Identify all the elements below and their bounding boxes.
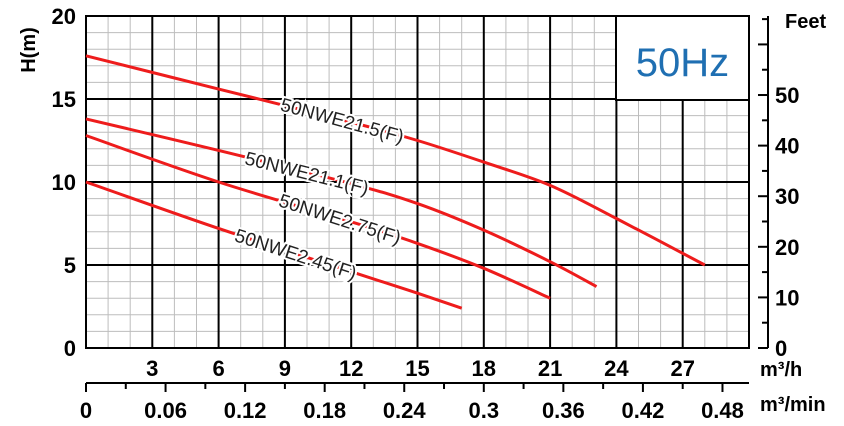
x-tick-label: 3 (146, 356, 158, 381)
x-tick-label: 6 (212, 356, 224, 381)
x-tick-label: 9 (279, 356, 291, 381)
y-tick-label: 10 (52, 170, 76, 195)
y-tick-label: 20 (52, 4, 76, 29)
x2-tick-label: 0.36 (542, 398, 585, 423)
right-tick-label: 10 (775, 285, 799, 310)
x-axis-label-m3h: m³/h (760, 359, 802, 381)
frequency-box: 50Hz (615, 15, 750, 101)
y-tick-label: 5 (64, 253, 76, 278)
series-label: 50NWE21.5(F) (278, 95, 406, 148)
x-axis-label-m3min: m³/min (760, 394, 826, 416)
x-tick-label: 24 (604, 356, 629, 381)
right-axis-feet: 0 10 20 30 40 50 (758, 16, 799, 361)
right-axis-label: Feet (785, 11, 826, 33)
right-tick-label: 0 (775, 336, 787, 361)
x2-tick-label: 0.42 (622, 398, 665, 423)
x2-tick-label: 0.48 (701, 398, 744, 423)
x-tick-label: 15 (405, 356, 429, 381)
x2-tick-label: 0 (80, 398, 92, 423)
right-tick-label: 30 (775, 184, 799, 209)
x2-tick-label: 0.12 (224, 398, 267, 423)
series-line-2 (85, 117, 598, 288)
right-tick-label: 20 (775, 235, 799, 260)
x2-tick-label: 0.24 (383, 398, 427, 423)
x2-tick-label: 0.06 (144, 398, 187, 423)
x-axis-ticks-m3h: 3 6 9 12 15 18 21 24 27 (146, 356, 695, 381)
series-curves (85, 54, 706, 310)
x2-tick-label: 0.18 (303, 398, 346, 423)
series-line-1 (85, 54, 706, 267)
y-tick-label: 0 (64, 336, 76, 361)
x2-tick-label: 0.3 (469, 398, 500, 423)
x-tick-label: 27 (670, 356, 694, 381)
frequency-label: 50Hz (636, 41, 729, 85)
x-tick-label: 12 (339, 356, 363, 381)
y-axis-ticks: 0 5 10 15 20 (52, 4, 76, 361)
x-tick-label: 21 (538, 356, 562, 381)
series-label: 50NWE2.75(F) (276, 191, 403, 250)
right-tick-label: 50 (775, 83, 799, 108)
x-tick-label: 18 (472, 356, 496, 381)
y-axis-label: H(m) (18, 27, 40, 73)
series-line-3 (85, 134, 551, 300)
x-axis-m3min: 0 0.06 0.12 0.18 0.24 0.3 0.36 0.42 0.48 (80, 382, 749, 423)
y-tick-label: 15 (52, 87, 76, 112)
series-label: 50NWE2.45(F) (232, 225, 359, 284)
series-line-4 (85, 180, 463, 310)
frequency-box-background (615, 15, 750, 101)
series-labels: 50NWE21.5(F)50NWE21.1(F)50NWE2.75(F)50NW… (230, 93, 408, 287)
right-tick-label: 40 (775, 134, 799, 159)
